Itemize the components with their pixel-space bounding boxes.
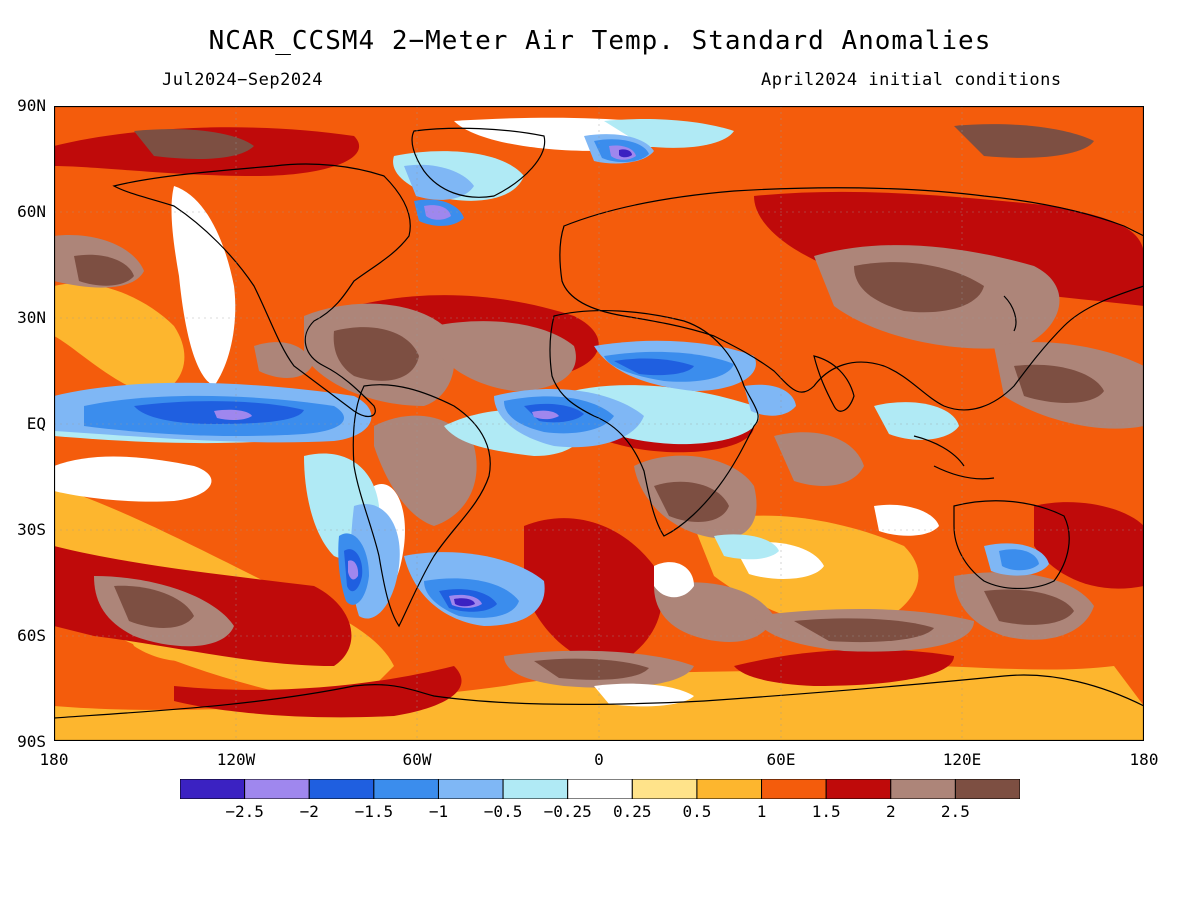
- lon-label-180e: 180: [1129, 750, 1159, 769]
- colorbar-swatch: [890, 779, 956, 799]
- colorbar-tick-label: 0.25: [613, 802, 652, 821]
- lon-label-120w: 120W: [216, 750, 256, 769]
- lat-label-30n: 30N: [17, 308, 46, 327]
- colorbar-tick-label: −2: [299, 802, 319, 821]
- colorbar-swatch: [308, 779, 375, 799]
- coastlines: [54, 127, 1144, 719]
- colorbar-swatch: [244, 779, 310, 799]
- colorbar-swatch: [696, 779, 763, 799]
- colorbar-swatch: [631, 779, 698, 799]
- colorbar-swatch: [761, 779, 827, 799]
- lon-label-180w: 180: [39, 750, 69, 769]
- lon-label-0: 0: [594, 750, 604, 769]
- lat-label-90n: 90N: [17, 96, 46, 115]
- lat-label-eq: EQ: [26, 414, 46, 433]
- cool-deepest-areas: [454, 149, 632, 607]
- anomaly-field: [54, 106, 1144, 741]
- lat-label-60n: 60N: [17, 202, 46, 221]
- gridlines: [54, 106, 1144, 741]
- initial-conditions: April2024 initial conditions: [761, 70, 1062, 90]
- colorbar-tick-label: 0.5: [682, 802, 712, 821]
- colorbar-tick-label: −0.5: [483, 802, 523, 821]
- colorbar: [180, 779, 1020, 799]
- colorbar-swatch: [180, 779, 246, 799]
- colorbar-swatch: [825, 779, 892, 799]
- colorbar-swatch: [437, 779, 504, 799]
- extreme-warm-areas: [74, 124, 1104, 680]
- colorbar-swatch: [502, 779, 569, 799]
- colorbar-tick-label: −0.25: [543, 802, 592, 821]
- anomaly-map: [54, 106, 1144, 741]
- lon-label-120e: 120E: [942, 750, 982, 769]
- lat-label-90s: 90S: [17, 732, 46, 751]
- colorbar-swatch: [373, 779, 439, 799]
- colorbar-tick-label: −1: [428, 802, 449, 821]
- forecast-period: Jul2024−Sep2024: [162, 70, 324, 90]
- colorbar-swatch: [567, 779, 633, 799]
- colorbar-tick-label: 1: [756, 802, 767, 821]
- lat-label-60s: 60S: [17, 626, 46, 645]
- lon-label-60e: 60E: [766, 750, 796, 769]
- colorbar-tick-label: 2: [885, 802, 896, 821]
- map-title: NCAR_CCSM4 2−Meter Air Temp. Standard An…: [208, 26, 992, 56]
- lat-label-30s: 30S: [17, 520, 46, 539]
- colorbar-tick-label: 2.5: [940, 802, 970, 821]
- colorbar-tick-label: 1.5: [811, 802, 841, 821]
- map-frame: [54, 106, 1144, 741]
- lon-label-60w: 60W: [402, 750, 432, 769]
- colorbar-tick-label: −1.5: [354, 802, 394, 821]
- colorbar-tick-label: −2.5: [225, 802, 264, 821]
- colorbar-swatch: [954, 779, 1020, 799]
